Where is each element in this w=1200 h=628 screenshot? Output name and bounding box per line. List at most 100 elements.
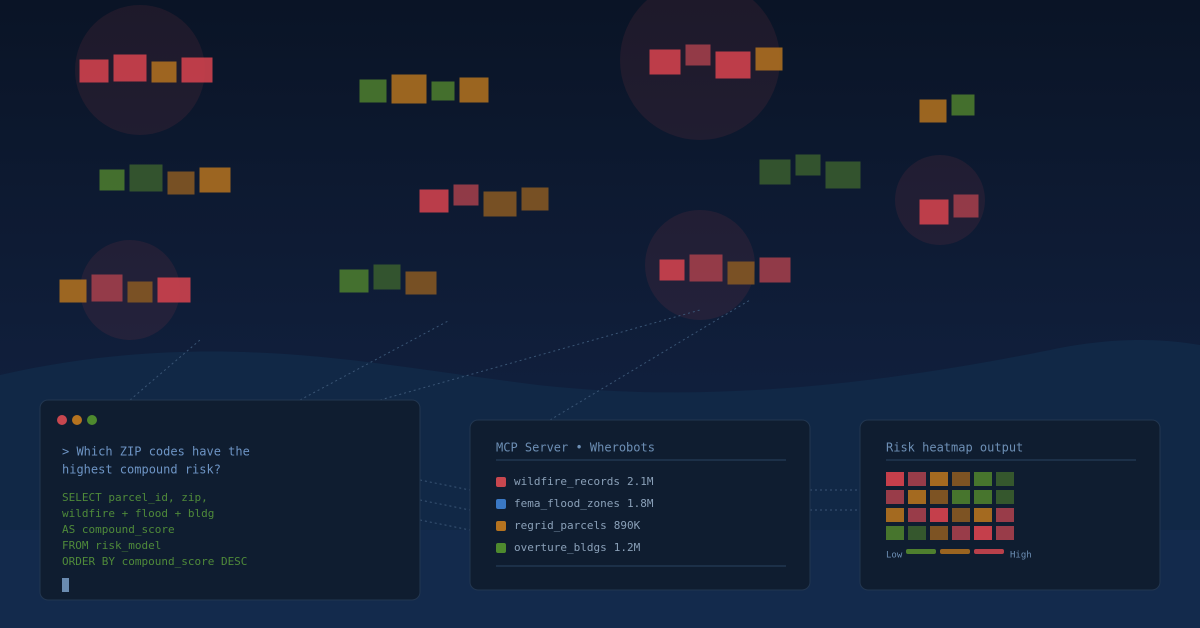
source-name: overture_bldgs <box>514 541 607 554</box>
heat-cell <box>996 490 1014 504</box>
heat-cell <box>996 508 1014 522</box>
heat-cell <box>930 508 948 522</box>
parcel <box>459 77 489 103</box>
heat-cell <box>908 472 926 486</box>
parcel <box>659 259 685 281</box>
terminal-question: highest compound risk? <box>62 463 221 477</box>
parcel <box>167 171 195 195</box>
source-count: 1.8M <box>627 497 654 510</box>
legend-swatch <box>940 549 970 554</box>
heat-cell <box>952 508 970 522</box>
sql-line: wildfire + flood + bldg <box>62 507 214 520</box>
heat-cell <box>930 526 948 540</box>
source-icon <box>496 543 506 553</box>
parcel <box>795 154 821 176</box>
source-name: fema_flood_zones <box>514 497 620 510</box>
parcel <box>151 61 177 83</box>
parcel <box>919 199 949 225</box>
heat-cell <box>886 508 904 522</box>
parcel <box>483 191 517 217</box>
source-name: regrid_parcels <box>514 519 607 532</box>
terminal-question: > Which ZIP codes have the <box>62 445 250 459</box>
parcel <box>953 194 979 218</box>
legend-low: Low <box>886 551 903 561</box>
mcp-title: MCP Server • Wherobots <box>496 441 655 455</box>
source-count: 2.1M <box>627 475 654 488</box>
parcel <box>521 187 549 211</box>
heat-cell <box>908 490 926 504</box>
heat-cell <box>996 472 1014 486</box>
source-item: overture_bldgs 1.2M <box>514 541 641 554</box>
legend-swatch <box>906 549 936 554</box>
source-count: 1.2M <box>614 541 641 554</box>
parcel <box>431 81 455 101</box>
heatmap-panel <box>859 419 1161 591</box>
heat-cell <box>952 526 970 540</box>
parcel <box>157 277 191 303</box>
parcel <box>79 59 109 83</box>
mcp-panel <box>469 419 811 591</box>
heat-cell <box>974 490 992 504</box>
parcel <box>59 279 87 303</box>
heat-cell <box>930 490 948 504</box>
heat-cell <box>974 508 992 522</box>
sql-line: AS compound_score <box>62 523 175 536</box>
source-icon <box>496 521 506 531</box>
source-item: fema_flood_zones 1.8M <box>514 497 654 510</box>
sql-line: FROM risk_model <box>62 539 161 552</box>
heat-cell <box>886 490 904 504</box>
parcel <box>181 57 213 83</box>
parcel <box>405 271 437 295</box>
heat-cell <box>908 526 926 540</box>
window-dot <box>72 415 82 425</box>
parcel <box>339 269 369 293</box>
connectors <box>129 299 860 531</box>
parcel <box>727 261 755 285</box>
heat-cell <box>952 490 970 504</box>
parcel <box>129 164 163 192</box>
parcel <box>99 169 125 191</box>
source-icon <box>496 477 506 487</box>
parcel <box>373 264 401 290</box>
parcel <box>453 184 479 206</box>
parcel <box>199 167 231 193</box>
parcel <box>759 257 791 283</box>
source-count: 890K <box>614 519 641 532</box>
heat-cell <box>974 472 992 486</box>
heat-cell <box>886 472 904 486</box>
cursor <box>62 578 69 592</box>
parcel <box>91 274 123 302</box>
terminal-panel <box>39 399 421 601</box>
parcel <box>689 254 723 282</box>
map-decoration <box>59 0 985 340</box>
source-icon <box>496 499 506 509</box>
heat-cell <box>908 508 926 522</box>
parcel <box>391 74 427 104</box>
parcel <box>685 44 711 66</box>
parcel <box>759 159 791 185</box>
heatmap-title: Risk heatmap output <box>886 441 1023 455</box>
legend-swatch <box>974 549 1004 554</box>
heat-cell <box>952 472 970 486</box>
parcel <box>127 281 153 303</box>
window-dot <box>57 415 67 425</box>
source-item: wildfire_records 2.1M <box>514 475 654 488</box>
risk-halo <box>620 0 780 140</box>
parcel <box>113 54 147 82</box>
parcel <box>359 79 387 103</box>
legend-high: High <box>1010 551 1032 561</box>
parcel <box>825 161 861 189</box>
source-item: regrid_parcels 890K <box>514 519 641 532</box>
sql-line: ORDER BY compound_score DESC <box>62 555 247 568</box>
parcel <box>419 189 449 213</box>
parcel <box>649 49 681 75</box>
window-dot <box>87 415 97 425</box>
parcel <box>919 99 947 123</box>
source-name: wildfire_records <box>514 475 620 488</box>
sql-line: SELECT parcel_id, zip, <box>62 491 208 504</box>
heat-cell <box>974 526 992 540</box>
parcel <box>755 47 783 71</box>
parcel <box>951 94 975 116</box>
